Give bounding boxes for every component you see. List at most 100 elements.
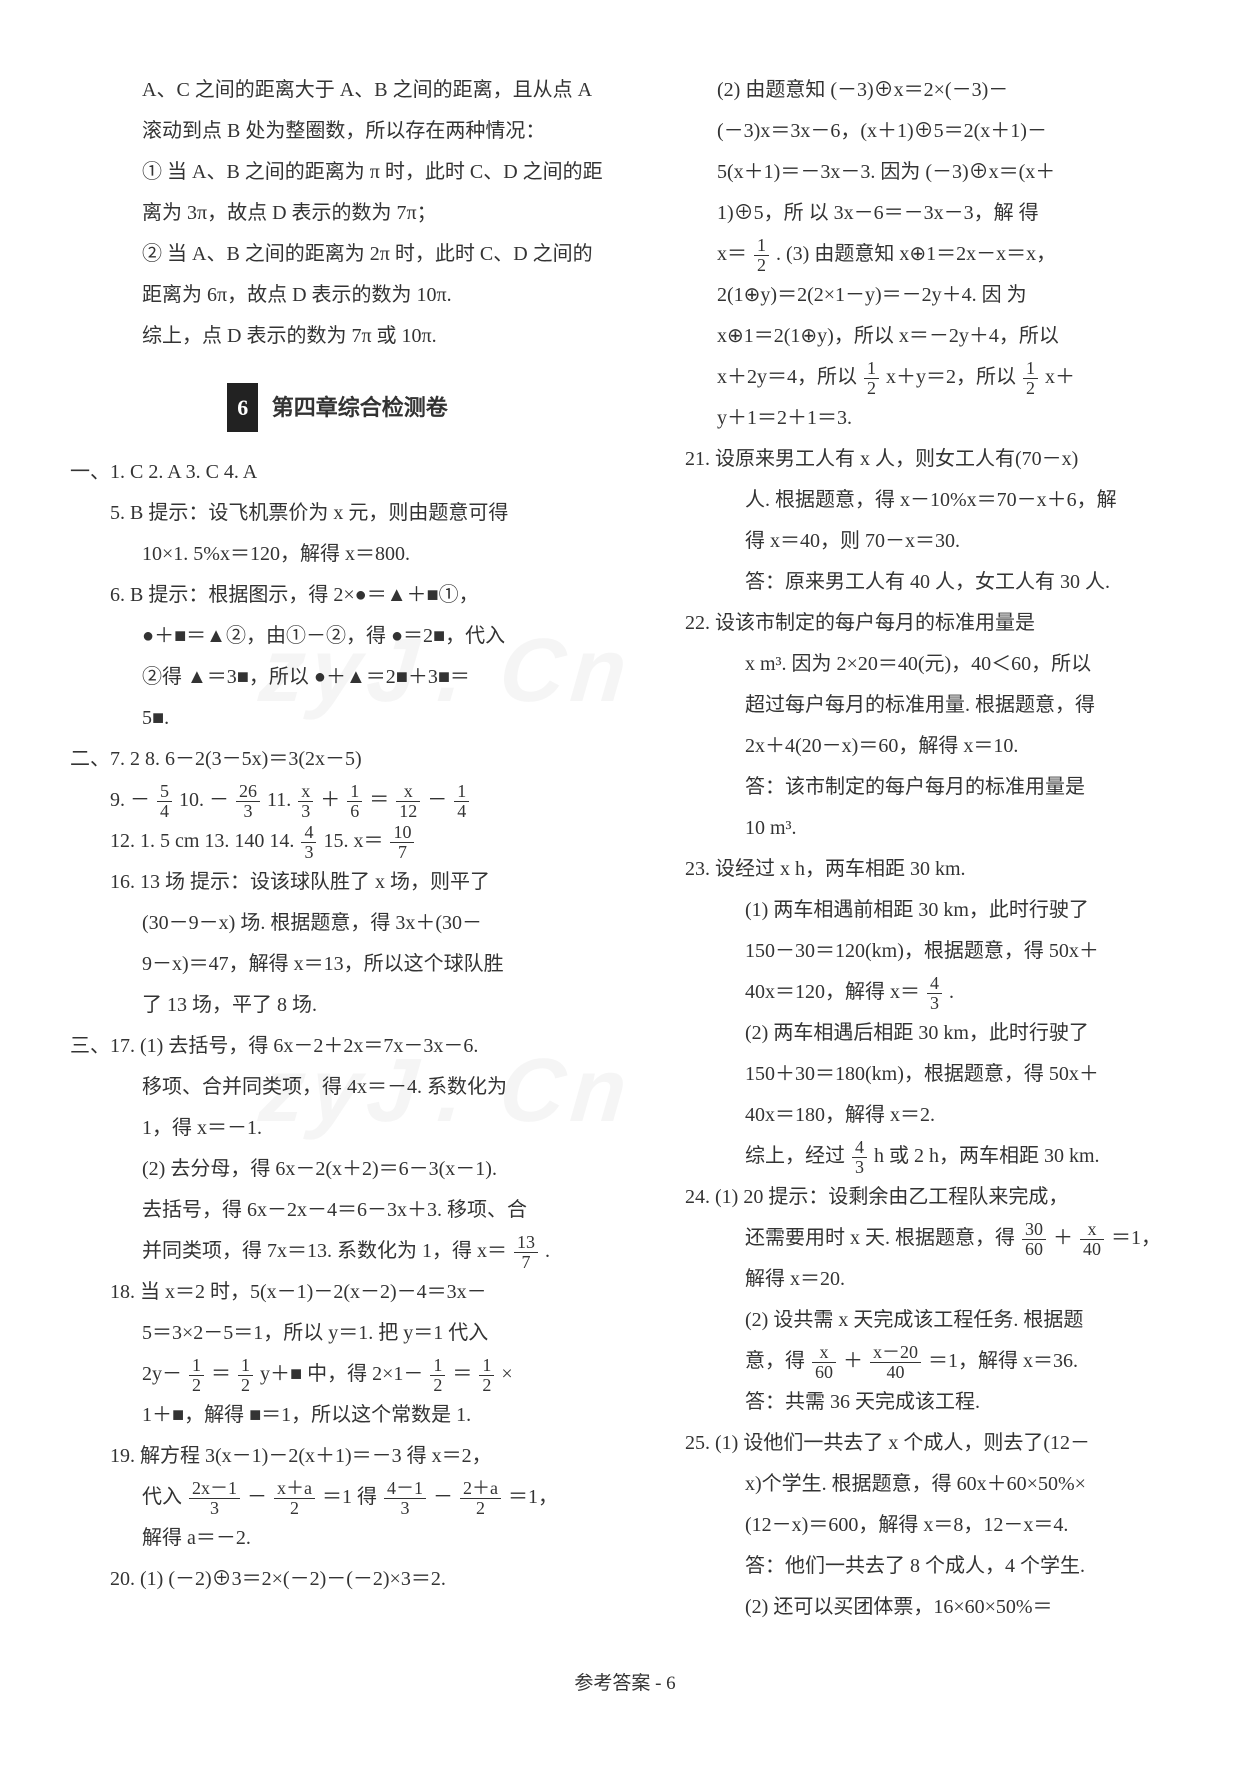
section-badge: 6 bbox=[227, 383, 258, 432]
fraction: 12 bbox=[238, 1356, 253, 1395]
q16-line: 9－x)＝47，解得 x＝13，所以这个球队胜 bbox=[70, 944, 605, 985]
fraction: 54 bbox=[157, 782, 172, 821]
r-line: (－3)x＝3x－6，(x＋1)⊕5＝2(x＋1)－ bbox=[645, 111, 1180, 152]
fraction: 43 bbox=[852, 1138, 867, 1177]
text: 10. － bbox=[179, 789, 229, 811]
fraction: 43 bbox=[301, 823, 316, 862]
q19-line: 19. 解方程 3(x－1)－2(x＋1)＝－3 得 x＝2， bbox=[70, 1436, 605, 1477]
text: 40x＝120，解得 x＝ bbox=[745, 981, 920, 1003]
fraction: 12 bbox=[430, 1356, 445, 1395]
q25-line: 答：他们一共去了 8 个成人，4 个学生. bbox=[645, 1546, 1180, 1587]
text: . (3) 由题意知 x⊕1＝2x－x＝x， bbox=[776, 243, 1056, 265]
fraction: x＋a2 bbox=[274, 1479, 315, 1518]
fraction: x12 bbox=[396, 782, 420, 821]
fraction: 16 bbox=[347, 782, 362, 821]
section-title: 6 第四章综合检测卷 bbox=[70, 383, 605, 432]
fraction: 107 bbox=[390, 823, 414, 862]
q22-line: 超过每户每月的标准用量. 根据题意，得 bbox=[645, 685, 1180, 726]
q1-4: 一、1. C 2. A 3. C 4. A bbox=[70, 452, 605, 493]
q7-8: 二、7. 2 8. 6－2(3－5x)＝3(2x－5) bbox=[70, 739, 605, 780]
text: ＋ bbox=[320, 789, 345, 811]
page-wrap: zyJ . Cn zyJ . Cn A、C 之间的距离大于 A、B 之间的距离，… bbox=[0, 0, 1250, 1735]
fraction: 12 bbox=[189, 1356, 204, 1395]
text: x＝ bbox=[717, 243, 747, 265]
intro-line: A、C 之间的距离大于 A、B 之间的距离，且从点 A 滚动到点 B 处为整圈数… bbox=[70, 70, 605, 152]
text: ＝1 得 bbox=[322, 1486, 382, 1508]
text: 2y－ bbox=[142, 1363, 182, 1385]
q25-line: 25. (1) 设他们一共去了 x 个成人，则去了(12－ bbox=[645, 1423, 1180, 1464]
q12-15: 12. 1. 5 cm 13. 140 14. 43 15. x＝ 107 bbox=[70, 821, 605, 862]
fraction: 137 bbox=[514, 1233, 538, 1272]
q6-line: ●＋■＝▲②，由①－②，得 ●＝2■，代入 bbox=[70, 616, 605, 657]
fraction: 4－13 bbox=[384, 1479, 426, 1518]
text: . bbox=[545, 1240, 550, 1262]
q23-line: 150－30＝120(km)，根据题意，得 50x＋ bbox=[645, 931, 1180, 972]
q25-line: x)个学生. 根据题意，得 60x＋60×50%× bbox=[645, 1464, 1180, 1505]
q19-line: 解得 a＝－2. bbox=[70, 1518, 605, 1559]
text: 意，得 bbox=[745, 1350, 810, 1372]
q18-line: 5＝3×2－5＝1，所以 y＝1. 把 y＝1 代入 bbox=[70, 1313, 605, 1354]
q17-line: 三、17. (1) 去括号，得 6x－2＋2x＝7x－3x－6. bbox=[70, 1026, 605, 1067]
text: x＋ bbox=[1045, 366, 1075, 388]
fraction: x40 bbox=[1080, 1220, 1104, 1259]
q18-line: 18. 当 x＝2 时，5(x－1)－2(x－2)－4＝3x－ bbox=[70, 1272, 605, 1313]
text: 综上，经过 bbox=[745, 1145, 850, 1167]
fraction: 2x－13 bbox=[189, 1479, 240, 1518]
q25-line: (12－x)＝600，解得 x＝8，12－x＝4. bbox=[645, 1505, 1180, 1546]
text: 9. － bbox=[110, 789, 150, 811]
text: ＋ bbox=[843, 1350, 863, 1372]
q9-11: 9. － 54 10. － 263 11. x3 ＋ 16 ＝ x12 － 14 bbox=[70, 780, 605, 821]
text: x＋y＝2，所以 bbox=[886, 366, 1021, 388]
r-line: x＋2y＝4，所以 12 x＋y＝2，所以 12 x＋ bbox=[645, 357, 1180, 398]
r-line: 1)⊕5，所 以 3x－6＝－3x－3，解 得 bbox=[645, 193, 1180, 234]
fraction: 43 bbox=[927, 974, 942, 1013]
q22-line: 10 m³. bbox=[645, 808, 1180, 849]
text: － bbox=[247, 1486, 267, 1508]
page-footer: 参考答案 - 6 bbox=[0, 1668, 1250, 1735]
q17-line: 1，得 x＝－1. bbox=[70, 1108, 605, 1149]
fraction: 12 bbox=[754, 236, 769, 275]
intro-line: 综上，点 D 表示的数为 7π 或 10π. bbox=[70, 316, 605, 357]
fraction: x－2040 bbox=[870, 1343, 921, 1382]
q17-line: 移项、合并同类项，得 4x＝－4. 系数化为 bbox=[70, 1067, 605, 1108]
intro-line: ① 当 A、B 之间的距离为 π 时，此时 C、D 之间的距离为 3π，故点 D… bbox=[70, 152, 605, 234]
q18-line: 2y－ 12 ＝ 12 y＋■ 中，得 2×1－ 12 ＝ 12 × bbox=[70, 1354, 605, 1395]
q22-line: 2x＋4(20－x)＝60，解得 x＝10. bbox=[645, 726, 1180, 767]
text: ＝ bbox=[452, 1363, 472, 1385]
fraction: 12 bbox=[479, 1356, 494, 1395]
q23-line: 150＋30＝180(km)，根据题意，得 50x＋ bbox=[645, 1054, 1180, 1095]
text: 12. 1. 5 cm 13. 140 14. bbox=[110, 830, 299, 852]
text: × bbox=[501, 1363, 512, 1385]
q16-line: 了 13 场，平了 8 场. bbox=[70, 985, 605, 1026]
text: x＋2y＝4，所以 bbox=[717, 366, 862, 388]
q21-line: 得 x＝40，则 70－x＝30. bbox=[645, 521, 1180, 562]
q5-line: 10×1. 5%x＝120，解得 x＝800. bbox=[70, 534, 605, 575]
q6-line: 6. B 提示：根据图示，得 2×●＝▲＋■①， bbox=[70, 575, 605, 616]
q24-line: 解得 x＝20. bbox=[645, 1259, 1180, 1300]
q22-line: x m³. 因为 2×20＝40(元)，40＜60，所以 bbox=[645, 644, 1180, 685]
fraction: x3 bbox=[298, 782, 313, 821]
q24-line: (2) 设共需 x 天完成该工程任务. 根据题 bbox=[645, 1300, 1180, 1341]
text: y＋■ 中，得 2×1－ bbox=[260, 1363, 423, 1385]
text: ＋ bbox=[1053, 1227, 1073, 1249]
q23-line: (2) 两车相遇后相距 30 km，此时行驶了 bbox=[645, 1013, 1180, 1054]
q18-line: 1＋■，解得 ■＝1，所以这个常数是 1. bbox=[70, 1395, 605, 1436]
q6-line: 5■. bbox=[70, 698, 605, 739]
right-column: (2) 由题意知 (－3)⊕x＝2×(－3)－ (－3)x＝3x－6，(x＋1)… bbox=[645, 70, 1180, 1628]
text: － bbox=[433, 1486, 453, 1508]
text: ＝ bbox=[211, 1363, 231, 1385]
q21-line: 21. 设原来男工人有 x 人，则女工人有(70－x) bbox=[645, 439, 1180, 480]
fraction: 12 bbox=[1023, 359, 1038, 398]
q21-line: 人. 根据题意，得 x－10%x＝70－x＋6，解 bbox=[645, 480, 1180, 521]
left-column: A、C 之间的距离大于 A、B 之间的距离，且从点 A 滚动到点 B 处为整圈数… bbox=[70, 70, 605, 1628]
q24-line: 答：共需 36 天完成该工程. bbox=[645, 1382, 1180, 1423]
text: ＝1， bbox=[1111, 1227, 1161, 1249]
q17-line: 去括号，得 6x－2x－4＝6－3x＋3. 移项、合 bbox=[70, 1190, 605, 1231]
r-line: x⊕1＝2(1⊕y)，所以 x＝－2y＋4，所以 bbox=[645, 316, 1180, 357]
q5-line: 5. B 提示：设飞机票价为 x 元，则由题意可得 bbox=[70, 493, 605, 534]
r-line: x＝ 12 . (3) 由题意知 x⊕1＝2x－x＝x， bbox=[645, 234, 1180, 275]
r-line: 2(1⊕y)＝2(2×1－y)＝－2y＋4. 因 为 bbox=[645, 275, 1180, 316]
q23-line: 23. 设经过 x h，两车相距 30 km. bbox=[645, 849, 1180, 890]
text: . bbox=[949, 981, 954, 1003]
q23-line: 综上，经过 43 h 或 2 h，两车相距 30 km. bbox=[645, 1136, 1180, 1177]
